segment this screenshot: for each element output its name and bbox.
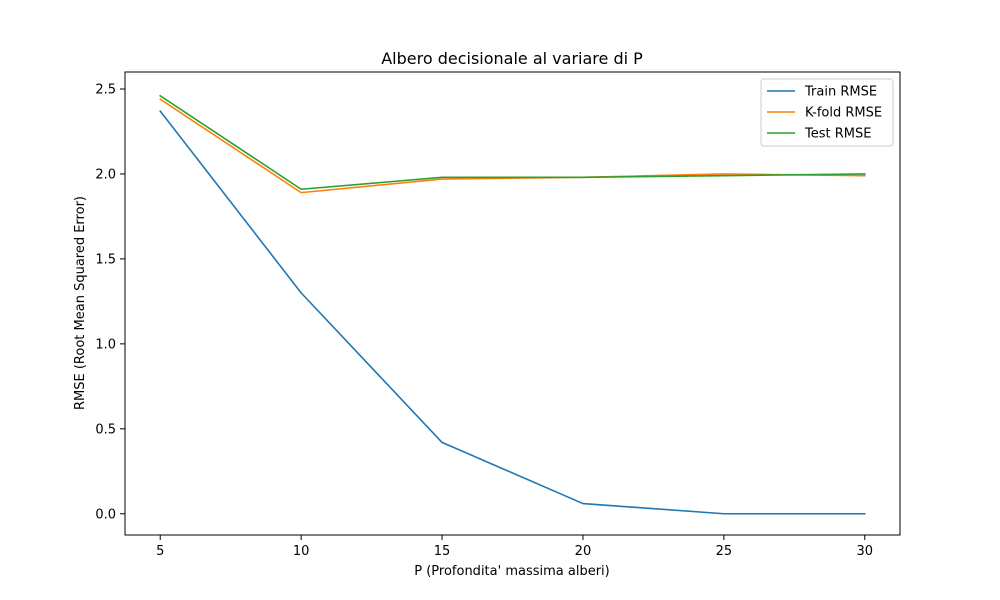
x-tick-label: 30 [856,544,873,559]
y-tick-label: 0.5 [95,422,116,437]
legend-box [760,78,894,147]
legend-label: K-fold RMSE [805,106,882,121]
chart-title: Albero decisionale al variare di P [381,49,643,68]
y-tick-label: 2.0 [95,167,116,182]
x-tick-label: 20 [575,544,592,559]
x-tick-label: 15 [434,544,451,559]
series-line-2 [159,98,866,194]
series-line-1 [159,109,866,515]
legend-label: Train RMSE [804,85,877,100]
y-axis-ticks: 0.0 0.5 1.0 1.5 2.0 2.5 [95,82,125,522]
y-tick-label: 1.5 [95,252,116,267]
series-line-3 [159,94,866,191]
y-tick-label: 2.5 [95,82,116,97]
y-tick-label: 1.0 [95,337,116,352]
x-tick-label: 10 [293,544,310,559]
x-axis-ticks: 5 10 15 20 25 30 [156,535,873,559]
y-axis-label: RMSE (Root Mean Squared Error) [73,196,88,410]
legend-label: Test RMSE [804,127,871,142]
x-tick-label: 5 [156,544,164,559]
plot-frame [124,71,901,536]
y-tick-label: 0.0 [95,507,116,522]
x-tick-label: 25 [716,544,733,559]
x-axis-label: P (Profondita' massima alberi) [414,564,609,579]
legend: Train RMSE K-fold RMSE Test RMSE [760,78,894,147]
series-lines [159,94,866,515]
